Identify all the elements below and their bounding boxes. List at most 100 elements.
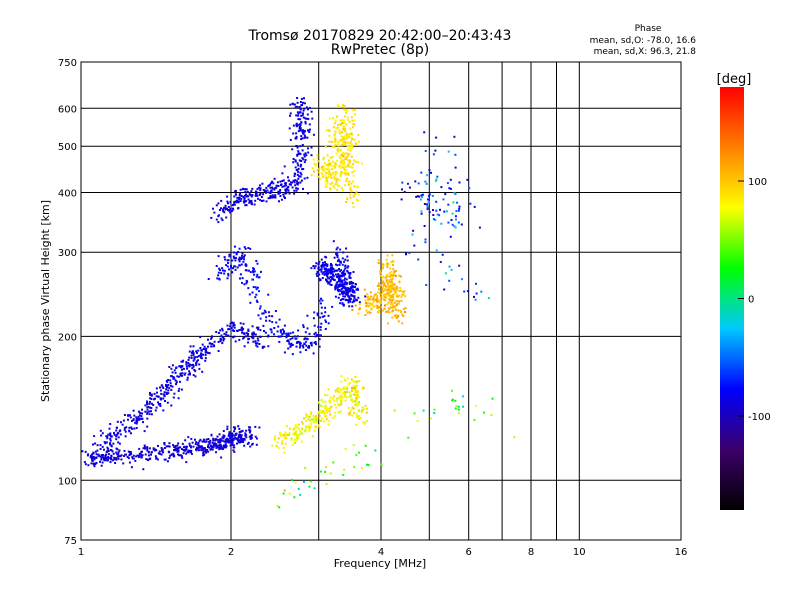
data-point xyxy=(265,316,268,319)
data-point xyxy=(350,182,353,185)
data-point xyxy=(226,428,229,431)
data-point xyxy=(389,273,392,276)
data-point xyxy=(103,448,105,451)
data-point xyxy=(317,171,320,174)
data-point xyxy=(319,326,322,329)
data-point xyxy=(339,389,342,392)
data-point xyxy=(346,289,348,292)
data-point xyxy=(434,179,437,182)
data-point xyxy=(217,340,220,343)
data-point xyxy=(242,195,245,198)
data-point xyxy=(404,311,406,313)
data-point xyxy=(234,259,237,262)
data-point xyxy=(107,455,110,458)
data-point xyxy=(301,428,304,431)
data-point xyxy=(330,271,333,274)
data-point xyxy=(354,376,357,378)
data-point xyxy=(303,107,306,110)
data-point xyxy=(215,451,217,454)
data-point xyxy=(403,190,406,193)
data-point xyxy=(251,187,254,190)
data-point xyxy=(217,255,220,258)
data-point xyxy=(207,351,210,354)
data-point xyxy=(320,399,323,402)
data-point xyxy=(430,171,432,174)
data-point xyxy=(287,340,290,343)
data-point xyxy=(337,386,340,389)
data-point xyxy=(345,157,348,160)
data-point xyxy=(248,201,251,204)
data-point xyxy=(428,193,431,196)
data-point xyxy=(318,260,321,263)
data-point xyxy=(353,170,356,172)
data-point xyxy=(239,437,242,440)
data-point xyxy=(400,295,403,298)
data-point xyxy=(300,138,303,141)
data-point xyxy=(232,439,235,442)
data-point xyxy=(292,428,295,431)
data-point xyxy=(146,411,149,414)
data-point xyxy=(297,181,300,184)
data-point xyxy=(354,286,356,288)
data-point xyxy=(357,199,360,202)
data-point xyxy=(359,417,362,420)
data-point xyxy=(182,449,185,451)
data-point xyxy=(301,144,304,146)
data-point xyxy=(236,266,239,269)
data-point xyxy=(454,153,457,156)
data-point xyxy=(300,173,303,176)
data-point xyxy=(226,195,229,198)
data-point xyxy=(232,444,235,447)
data-point xyxy=(238,329,241,331)
data-point xyxy=(327,314,330,317)
data-point xyxy=(334,127,337,129)
data-point xyxy=(137,417,140,420)
data-point xyxy=(159,386,161,389)
data-point xyxy=(401,188,403,191)
data-point xyxy=(204,357,207,360)
data-point xyxy=(322,263,325,266)
data-point xyxy=(353,412,355,414)
data-point xyxy=(291,186,294,189)
data-point xyxy=(345,123,348,126)
data-point xyxy=(369,298,371,301)
data-point xyxy=(217,215,220,218)
data-point xyxy=(307,117,310,120)
data-point xyxy=(320,306,323,309)
data-point xyxy=(283,195,286,198)
data-point xyxy=(334,138,337,141)
data-point xyxy=(428,169,431,172)
data-point xyxy=(355,423,358,426)
data-point xyxy=(358,451,360,454)
data-point xyxy=(341,263,344,266)
data-point xyxy=(350,137,353,140)
data-point xyxy=(309,411,312,413)
data-point xyxy=(340,403,343,406)
data-point xyxy=(302,109,305,112)
data-point xyxy=(159,405,162,407)
data-point xyxy=(363,407,366,410)
data-point xyxy=(310,424,313,427)
data-point xyxy=(387,301,390,304)
data-point xyxy=(342,286,345,289)
data-point xyxy=(325,168,328,171)
data-point xyxy=(241,252,244,255)
data-point xyxy=(301,157,304,160)
data-point xyxy=(127,450,130,453)
data-point xyxy=(348,391,351,394)
data-point xyxy=(140,456,143,459)
data-point xyxy=(245,193,248,196)
data-point xyxy=(394,309,397,312)
data-point xyxy=(316,312,319,315)
data-point xyxy=(325,466,328,469)
data-point xyxy=(377,291,380,294)
data-point xyxy=(197,442,200,445)
data-point xyxy=(161,450,164,453)
data-point xyxy=(347,172,350,175)
data-point xyxy=(291,353,294,356)
data-point xyxy=(234,265,237,268)
data-point xyxy=(198,363,201,366)
data-point xyxy=(222,430,225,432)
data-point xyxy=(126,455,129,458)
